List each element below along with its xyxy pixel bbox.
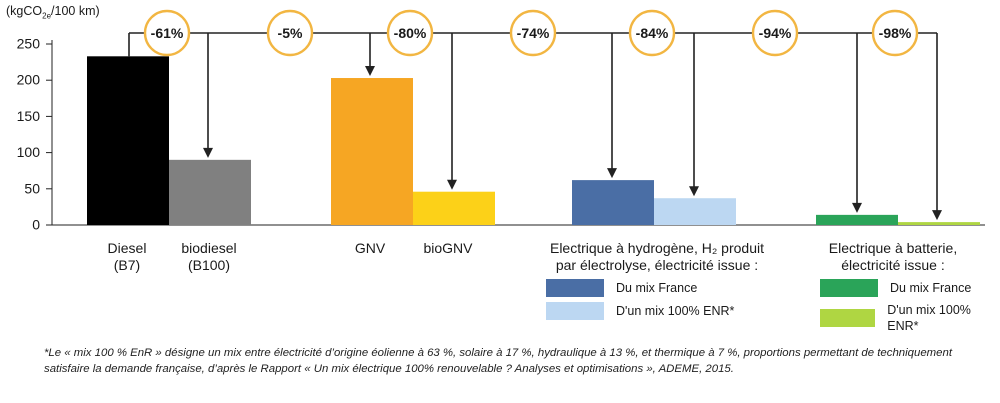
reduction-label: -94% xyxy=(759,25,792,41)
arrow-head xyxy=(365,66,375,77)
emissions-bar-chart: 0 50 100 150 200 250 -61% -5% -80% -74% -84% -94% -9… xyxy=(17,9,985,233)
bar xyxy=(816,214,898,225)
reduction-label: -84% xyxy=(636,25,669,41)
category-label-gnv: GNV xyxy=(354,240,386,256)
reduction-circle xyxy=(386,9,434,57)
reduction-circle xyxy=(628,9,676,57)
bar xyxy=(654,198,736,225)
reduction-label: -5% xyxy=(278,25,303,41)
bar xyxy=(87,56,169,225)
legend-hydrogen-mix-enr: D'un mix 100% ENR* xyxy=(546,302,734,320)
category-label-biodiesel: biodiesel (B100) xyxy=(181,240,237,273)
reduction-label: -98% xyxy=(879,25,912,41)
y-tick-label: 0 xyxy=(32,217,40,233)
reduction-label: -74% xyxy=(517,25,550,41)
bar xyxy=(413,191,495,225)
reduction-circle xyxy=(509,9,557,57)
bar xyxy=(898,222,980,225)
legend-swatch xyxy=(820,279,878,297)
legend-battery-mix-france: Du mix France xyxy=(820,279,971,297)
legend-swatch xyxy=(546,279,604,297)
y-tick-label: 50 xyxy=(24,180,40,196)
legend-swatch xyxy=(546,302,604,320)
reduction-circle xyxy=(871,9,919,57)
arrow-head xyxy=(689,186,699,197)
category-label-battery: Electrique à batterie, électricité issue … xyxy=(828,240,958,273)
reduction-label: -80% xyxy=(394,25,427,41)
category-label-biognv: bioGNV xyxy=(423,240,473,256)
y-axis-unit-label: (kgCO2e/100 km) xyxy=(6,4,100,21)
y-tick-label: 150 xyxy=(17,108,41,124)
footnote: *Le « mix 100 % EnR » désigne un mix ent… xyxy=(44,347,952,375)
y-tick-label: 200 xyxy=(17,72,41,88)
reduction-label: -61% xyxy=(151,25,184,41)
category-label-diesel: Diesel (B7) xyxy=(107,240,147,273)
reduction-circle xyxy=(143,9,191,57)
legend-battery-mix-enr: D'un mix 100% ENR* xyxy=(820,302,1000,334)
reduction-circle xyxy=(266,9,314,57)
bar xyxy=(572,180,654,225)
legend-swatch xyxy=(820,309,876,327)
arrow-head xyxy=(852,202,862,213)
legend-hydrogen-mix-france: Du mix France xyxy=(546,279,697,297)
category-label-hydrogen: Electrique à hydrogène, H₂ produit par él… xyxy=(549,240,764,273)
arrow-head xyxy=(607,168,617,179)
arrow-head xyxy=(203,147,213,158)
arrow-head xyxy=(447,179,457,190)
bar xyxy=(331,78,413,225)
arrow-head xyxy=(932,210,942,221)
y-tick-label: 100 xyxy=(17,144,41,160)
bar xyxy=(169,159,251,225)
y-tick-label: 250 xyxy=(17,36,41,52)
reduction-circle xyxy=(751,9,799,57)
